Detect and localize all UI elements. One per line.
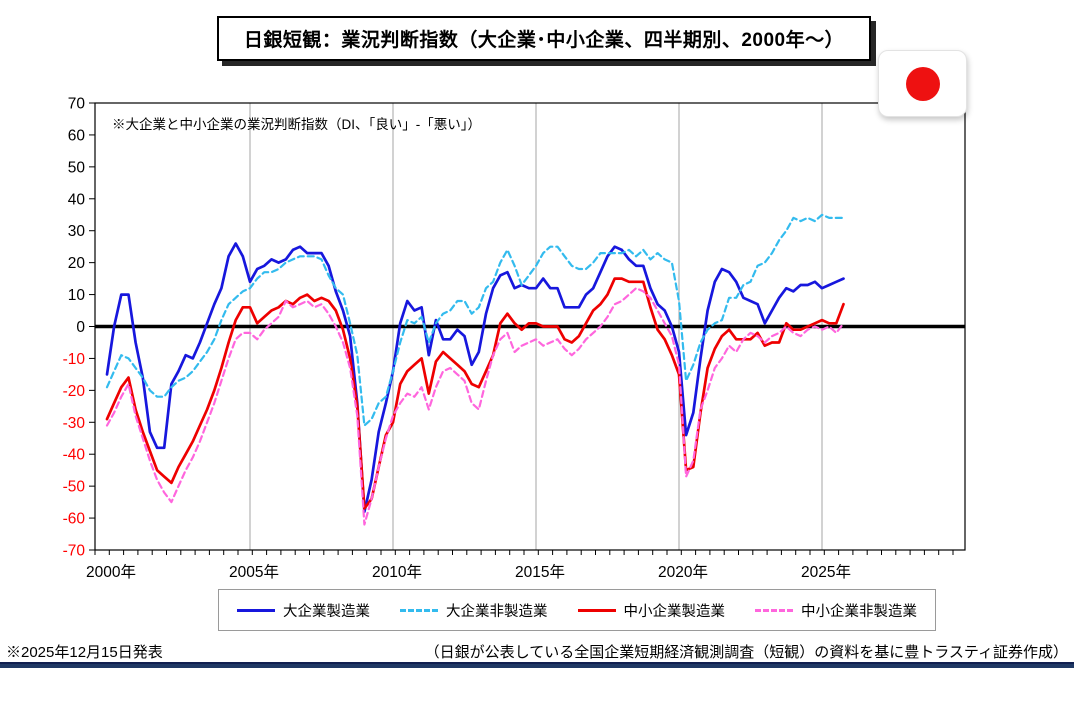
svg-text:10: 10 (68, 287, 86, 304)
svg-text:-40: -40 (63, 447, 86, 464)
svg-text:30: 30 (68, 223, 86, 240)
solid-blue-line-icon (237, 608, 275, 612)
legend-label: 大企業製造業 (283, 603, 370, 620)
svg-text:2000年: 2000年 (86, 563, 136, 581)
svg-text:0: 0 (76, 319, 85, 336)
source-note: （日銀が公表している全国企業短期経済観測調査（短観）の資料を基に豊トラスティ証券… (424, 644, 1068, 661)
chart-plot: -70 -60 -50 -40 -30 -20 -10 0 10 20 30 40 50 60 70 2000… (63, 96, 966, 581)
japan-flag-icon (878, 50, 967, 117)
legend-label: 大企業非製造業 (446, 603, 548, 620)
svg-text:2005年: 2005年 (229, 563, 279, 581)
svg-text:2015年: 2015年 (515, 563, 565, 581)
dashed-magenta-line-icon (755, 608, 793, 612)
legend-item-small-manufacturing: 中小企業製造業 (577, 600, 726, 621)
chart-title-box: 日銀短観：業況判断指数（大企業･中小企業、四半期別、2000年～） (217, 16, 871, 61)
dashed-cyan-line-icon (400, 608, 438, 612)
svg-text:40: 40 (68, 191, 86, 208)
legend-item-large-manufacturing: 大企業製造業 (237, 600, 370, 621)
legend-label: 中小企業製造業 (623, 603, 726, 620)
svg-text:60: 60 (68, 127, 86, 144)
legend-item-small-nonmanufacturing: 中小企業非製造業 (755, 600, 917, 621)
bottom-divider (0, 662, 1074, 668)
svg-text:-20: -20 (63, 383, 86, 400)
svg-text:-10: -10 (63, 351, 86, 368)
svg-text:20: 20 (68, 255, 86, 272)
svg-text:2020年: 2020年 (658, 563, 708, 581)
svg-text:-30: -30 (63, 415, 86, 432)
svg-text:-70: -70 (63, 543, 86, 560)
svg-text:50: 50 (68, 159, 86, 176)
solid-red-line-icon (577, 608, 616, 612)
legend-item-large-nonmanufacturing: 大企業非製造業 (400, 600, 548, 621)
svg-text:2025年: 2025年 (801, 563, 851, 581)
japan-flag-circle (905, 66, 940, 101)
footer: ※2025年12月15日発表 （日銀が公表している全国企業短期経済観測調査（短観… (6, 641, 1068, 662)
svg-text:-50: -50 (63, 479, 86, 496)
chart-annotation: ※大企業と中小企業の業況判断指数（DI、「良い」-「悪い」） (112, 117, 481, 132)
svg-text:70: 70 (68, 96, 86, 113)
svg-text:-60: -60 (63, 511, 86, 528)
chart-legend: 大企業製造業 大企業非製造業 中小企業製造業 中小企業非製造業 (218, 589, 936, 631)
svg-text:2010年: 2010年 (372, 563, 422, 581)
release-date-note: ※2025年12月15日発表 (6, 644, 163, 661)
legend-label: 中小企業非製造業 (801, 603, 917, 620)
page-title: 日銀短観：業況判断指数（大企業･中小企業、四半期別、2000年～） (243, 30, 845, 51)
